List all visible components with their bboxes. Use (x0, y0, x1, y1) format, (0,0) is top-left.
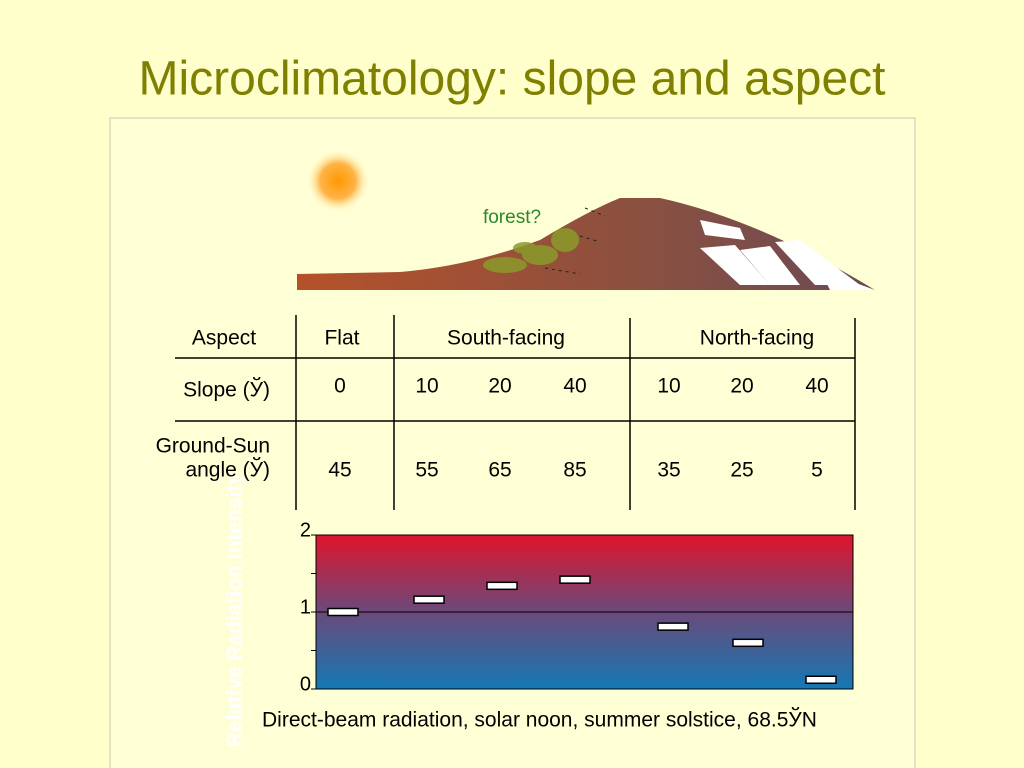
row-label: Ground-Sun (156, 435, 270, 458)
value-marker (559, 575, 591, 584)
table-cell: 10 (415, 375, 438, 398)
table-cell: 35 (657, 459, 680, 482)
table-cell: 65 (488, 459, 511, 482)
table-cell: 40 (805, 375, 828, 398)
table-header: North-facing (700, 327, 814, 350)
table-cell: 0 (334, 375, 346, 398)
table-cell: 5 (811, 459, 823, 482)
value-marker (657, 622, 689, 631)
value-marker (486, 581, 518, 591)
value-marker (805, 675, 837, 685)
table-cell: 85 (563, 459, 586, 482)
table-cell: 10 (657, 375, 680, 398)
table-header: South-facing (447, 327, 565, 350)
y-tick-label: 0 (300, 673, 311, 695)
row-label: Slope (Ў) (183, 378, 270, 402)
table-cell: 20 (488, 375, 511, 398)
value-marker (413, 595, 445, 604)
slide-title: Microclimatology: slope and aspect (138, 53, 885, 106)
table-cell: 20 (730, 375, 753, 398)
table-cell: 25 (730, 459, 753, 482)
table-lines (175, 315, 856, 510)
table-header: Flat (324, 327, 359, 350)
y-axis-label: Relative Radiation Intensity (224, 473, 247, 748)
table-cell: 45 (328, 459, 351, 482)
hill-diagram: forest? (297, 149, 875, 290)
y-tick-label: 1 (300, 596, 311, 618)
chart-caption: Direct-beam radiation, solar noon, summe… (262, 708, 817, 732)
table-cell: 40 (563, 375, 586, 398)
row-label: angle (Ў) (185, 458, 270, 482)
value-marker (732, 638, 764, 648)
value-marker (327, 607, 359, 617)
diagram-label: forest? (483, 207, 541, 228)
y-tick-label: 2 (300, 519, 311, 541)
table-header: Aspect (192, 327, 256, 350)
table-cell: 55 (415, 459, 438, 482)
